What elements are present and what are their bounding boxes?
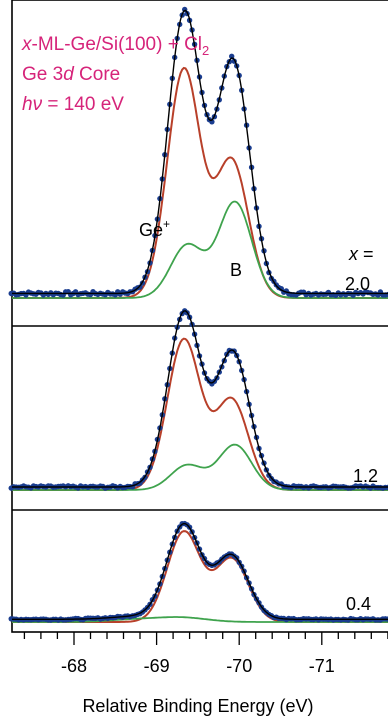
coverage-value-2-0: 2.0 <box>345 274 370 294</box>
data-point <box>137 284 143 290</box>
data-points-group <box>8 308 388 491</box>
fit-envelope-curve <box>12 9 388 295</box>
fit-envelope-curve <box>12 310 388 488</box>
x-tick-label: -68 <box>61 656 87 676</box>
coverage-value-1-2: 1.2 <box>353 466 378 486</box>
system-annotation: x-ML-Ge/Si(100) + Cl2 <box>21 34 209 58</box>
curves-layer <box>8 6 388 623</box>
panel-1.2 <box>8 308 388 491</box>
b-peak-label: B <box>230 260 242 280</box>
x-tick-label: -71 <box>309 656 335 676</box>
x-tick-label: -70 <box>226 656 252 676</box>
b-component-curve <box>12 200 388 299</box>
photon-energy-annotation: hν = 140 eV <box>22 94 124 115</box>
data-points-group <box>8 520 388 623</box>
x-axis-label: Relative Binding Energy (eV) <box>82 696 313 716</box>
coverage-value-0-4: 0.4 <box>346 594 371 614</box>
fit-envelope-curve <box>12 522 388 620</box>
panel-0.4 <box>8 520 388 623</box>
plot-frame <box>11 0 388 633</box>
panel-2.0 <box>8 6 388 299</box>
core-annotation: Ge 3d Core <box>22 64 120 85</box>
ge-plus-component-curve <box>12 530 388 623</box>
data-point <box>229 53 235 59</box>
x-tick-label: -69 <box>144 656 170 676</box>
ge-plus-peak-label: Ge+ <box>139 217 170 240</box>
x-ticks-layer: -68 -69 -70 -71 <box>23 632 388 676</box>
coverage-x-label: x = <box>348 244 374 264</box>
